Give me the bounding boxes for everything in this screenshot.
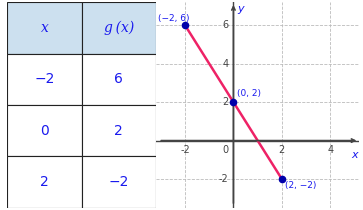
Text: 0: 0 xyxy=(223,145,229,155)
Bar xyxy=(7,105,82,156)
Text: 2: 2 xyxy=(40,175,49,189)
Text: 2: 2 xyxy=(279,145,285,155)
Bar xyxy=(7,54,82,105)
Text: x: x xyxy=(41,21,48,35)
Text: 2: 2 xyxy=(114,124,123,138)
Bar xyxy=(7,156,82,208)
Text: −2: −2 xyxy=(109,175,129,189)
Text: (0, 2): (0, 2) xyxy=(237,89,261,98)
Text: −2: −2 xyxy=(34,72,54,86)
Point xyxy=(231,100,236,104)
Text: 4: 4 xyxy=(223,59,229,69)
Text: 6: 6 xyxy=(223,20,229,30)
Text: (−2, 6): (−2, 6) xyxy=(158,14,190,23)
Text: -2: -2 xyxy=(219,174,229,184)
Bar xyxy=(82,54,156,105)
Bar xyxy=(7,2,82,54)
Bar xyxy=(82,156,156,208)
Text: 2: 2 xyxy=(222,97,229,107)
Text: x: x xyxy=(351,150,358,160)
Point xyxy=(182,24,188,27)
Bar xyxy=(82,105,156,156)
Text: (2, −2): (2, −2) xyxy=(285,181,316,190)
Bar xyxy=(82,2,156,54)
Text: y: y xyxy=(237,4,244,14)
Text: 6: 6 xyxy=(114,72,123,86)
Text: 0: 0 xyxy=(40,124,49,138)
Text: g (x): g (x) xyxy=(104,21,134,35)
Text: -2: -2 xyxy=(180,145,190,155)
Point xyxy=(279,177,285,181)
Text: 4: 4 xyxy=(327,145,333,155)
